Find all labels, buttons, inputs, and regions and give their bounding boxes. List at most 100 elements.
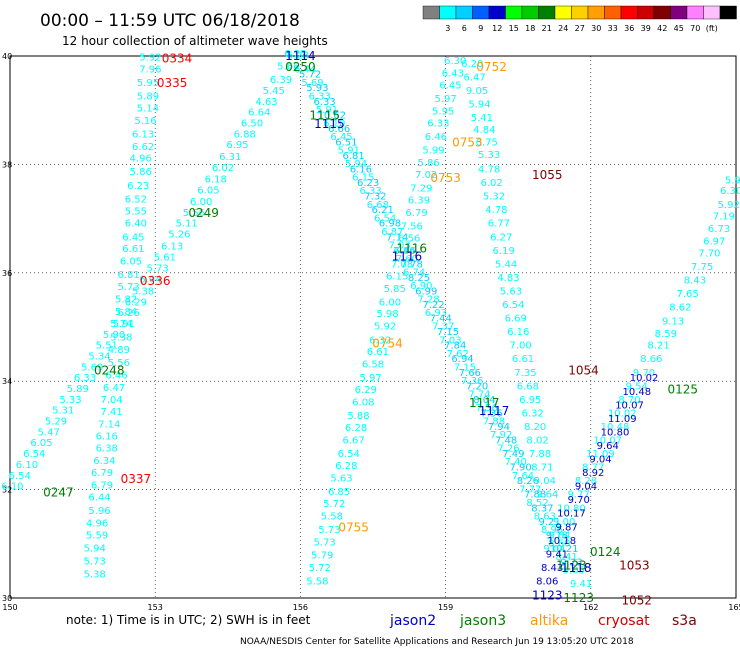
wave-height-value: 5.84 <box>115 307 137 318</box>
wave-height-value: 6.20 <box>461 59 483 70</box>
wave-height-value: 5.90 <box>103 330 125 341</box>
color-scale-label: 39 <box>641 24 651 33</box>
wave-height-value: 6.33 <box>74 373 96 384</box>
wave-height-value: 6.79 <box>91 481 113 492</box>
wave-height-value: 10.07 <box>615 400 644 411</box>
color-scale-swatch <box>686 5 704 20</box>
wave-height-value: 5.92 <box>374 322 396 333</box>
wave-height-value: 9.04 <box>534 476 556 487</box>
wave-height-value: 7.29 <box>410 184 432 195</box>
wave-height-value: 6.46 <box>105 370 127 381</box>
wave-height-value: 6.61 <box>122 244 144 255</box>
wave-height-value: 8.71 <box>531 463 553 474</box>
x-tick-label: 159 <box>438 603 453 612</box>
wave-height-value: 6.33 <box>313 97 335 108</box>
wave-height-value: 7.60 <box>396 254 418 265</box>
wave-height-value: 7.56 <box>476 403 498 414</box>
wave-height-value: 6.77 <box>488 219 510 230</box>
wave-height-value: 6.79 <box>91 468 113 479</box>
wave-height-value: 10.07 <box>593 436 622 447</box>
wave-height-value: 6.84 <box>393 246 415 257</box>
wave-height-value: 5.86 <box>418 158 440 169</box>
wave-height-value: 6.38 <box>96 444 118 455</box>
color-scale-swatch <box>620 5 638 20</box>
wave-height-value: 7.66 <box>459 368 481 379</box>
wave-height-value: 5.26 <box>168 230 190 241</box>
wave-height-value: 5.38 <box>132 286 154 297</box>
wave-height-value: 5.86 <box>130 167 152 178</box>
wave-height-value: 9.04 <box>575 482 597 493</box>
wave-height-value: 8.62 <box>669 303 691 314</box>
wave-height-value: 8.02 <box>526 436 548 447</box>
wave-height-value: 6.05 <box>30 438 52 449</box>
wave-height-value: 5.99 <box>422 146 444 157</box>
wave-height-value: 6.23 <box>127 181 149 192</box>
wave-height-value: 6.75 <box>476 137 498 148</box>
wave-height-value: 6.44 <box>88 492 110 503</box>
wave-height-value: 6.05 <box>120 257 142 268</box>
wave-height-value: 8.26 <box>517 476 539 487</box>
wave-height-value: 7.14 <box>386 232 408 243</box>
wave-height-value: 6.54 <box>9 471 31 482</box>
x-tick-label: 150 <box>2 603 17 612</box>
wave-height-value: 6.85 <box>328 487 350 498</box>
wave-height-value: 5.89 <box>67 384 89 395</box>
track-time-label: 1118 <box>561 561 592 575</box>
wave-height-value: 7.90 <box>509 463 531 474</box>
track-time-label: 0249 <box>188 206 219 220</box>
wave-height-value: 7.28 <box>418 295 440 306</box>
wave-height-value: 5.72 <box>309 563 331 574</box>
wave-height-value: 5.85 <box>384 284 406 295</box>
x-tick-label: 165 <box>728 603 740 612</box>
wave-height-value: 6.04 <box>139 275 161 286</box>
wave-height-value: 10.48 <box>601 422 630 433</box>
pass-jason3b: 5.725.936.3310.626.666.516.816.166.237.3… <box>299 70 583 569</box>
pass-jason2: 6.286.445.696.335.916.106.455.915.946.15… <box>287 51 592 590</box>
y-tick-label: 36 <box>2 269 12 278</box>
wave-height-value: 9.70 <box>568 495 590 506</box>
wave-height-value: 7.84 <box>444 341 466 352</box>
wave-height-value: 6.13 <box>161 241 183 252</box>
wave-height-value: 8.43 <box>684 276 706 287</box>
wave-height-value: 7.48 <box>495 436 517 447</box>
wave-height-value: 6.40 <box>125 219 147 230</box>
wave-height-value: 5.55 <box>125 206 147 217</box>
wave-height-value: 8.95 <box>541 525 563 536</box>
wave-height-value: 6.44 <box>294 64 316 75</box>
wave-height-value: 7.74 <box>468 389 490 400</box>
wave-height-value: 7.37 <box>432 322 454 333</box>
x-tick-label: 162 <box>583 603 598 612</box>
track-time-label: 1114 <box>285 49 316 63</box>
wave-height-value: 7.20 <box>466 381 488 392</box>
wave-height-value: 6.81 <box>343 151 365 162</box>
wave-height-value: 5.33 <box>478 150 500 161</box>
track-time-label: 1123 <box>532 588 563 602</box>
wave-height-value: 9.64 <box>597 441 619 452</box>
wave-height-value: 7.00 <box>509 341 531 352</box>
wave-height-value: 7.04 <box>101 395 123 406</box>
track-time-label: 0250 <box>285 60 316 74</box>
track-time-label: 0124 <box>590 545 621 559</box>
wave-height-value: 6.28 <box>345 423 367 434</box>
color-scale-swatch <box>703 5 721 20</box>
wave-height-value: 10.48 <box>622 387 651 398</box>
track-time-label: 1116 <box>396 241 427 255</box>
wave-height-value: 7.36 <box>461 376 483 387</box>
wave-height-value: 5.91 <box>113 319 135 330</box>
wave-height-value: 5.69 <box>301 78 323 89</box>
wave-height-value: 10.18 <box>547 536 576 547</box>
track-time-label: 1055 <box>532 168 563 182</box>
color-scale-label: 27 <box>575 24 585 33</box>
wave-height-value: 5.47 <box>38 427 60 438</box>
wave-height-value: 9.05 <box>563 566 585 577</box>
wave-height-value: 6.68 <box>367 200 389 211</box>
wave-height-value: 5.93 <box>306 83 328 94</box>
wave-height-value: 6.66 <box>328 124 350 135</box>
wave-height-value: 7.03 <box>388 240 410 251</box>
wave-height-value: 5.44 <box>495 259 517 270</box>
wave-height-value: 7.70 <box>698 249 720 260</box>
legend-s3a: s3a <box>672 613 697 629</box>
wave-height-value: 8.60 <box>548 539 570 550</box>
